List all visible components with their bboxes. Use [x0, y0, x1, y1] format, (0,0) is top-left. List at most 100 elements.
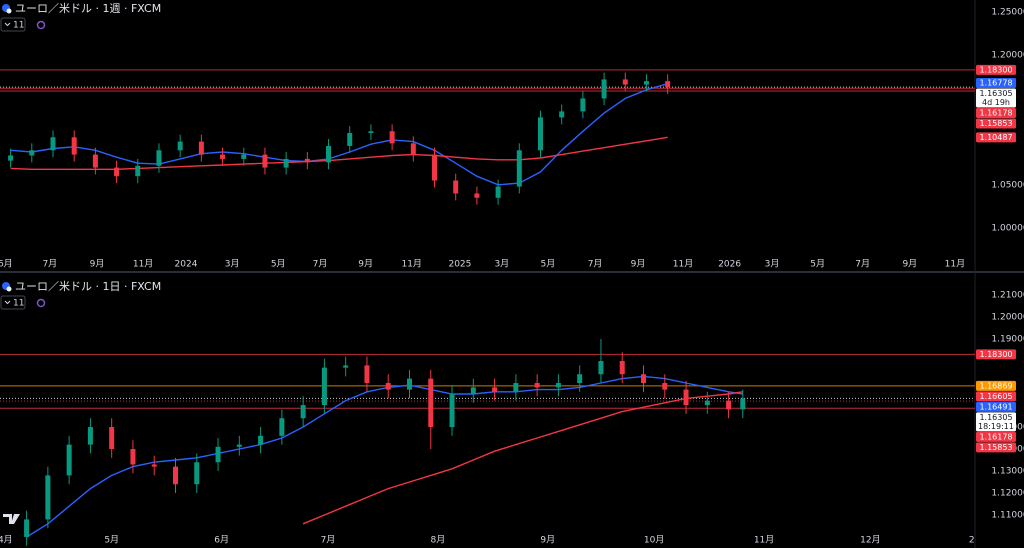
x-tick-label: 4月: [0, 535, 13, 546]
candle-body: [194, 462, 200, 485]
candle-body: [347, 132, 353, 146]
candle-body: [215, 446, 221, 463]
indicator-toggle[interactable]: [0, 17, 26, 32]
candle-body: [321, 367, 327, 406]
y-tick-label: 1.20000: [991, 313, 1024, 323]
price-tag: [976, 401, 1016, 412]
chevron: [4, 22, 11, 27]
chart-pane: [0, 69, 975, 205]
price-tag: [976, 78, 1016, 89]
candle-body: [704, 400, 710, 406]
x-tick-label: 8月: [430, 535, 445, 546]
chart-title: ユーロ／米ドル · 1週 · FXCM: [15, 2, 161, 15]
countdown: 4d 19h: [982, 98, 1010, 107]
price-tag-label: 1.16869: [979, 381, 1012, 390]
candle-body: [326, 145, 332, 163]
moving-average: [10, 136, 668, 170]
x-tick-label: 2025: [448, 260, 471, 270]
x-tick-label: 7月: [588, 259, 603, 270]
candle-body: [534, 383, 540, 388]
price-tag-label: 1.16605: [979, 392, 1012, 401]
candle-body: [177, 141, 183, 151]
candle-body: [577, 374, 583, 384]
candle-body: [71, 137, 77, 155]
price-tag: [976, 412, 1016, 432]
x-tick-label: 9月: [540, 535, 555, 546]
indicator-toggle[interactable]: [0, 295, 26, 310]
candle-body: [198, 141, 204, 155]
candle-body: [343, 365, 349, 368]
x-tick-label: 11月: [673, 259, 693, 270]
y-tick-label: 1.13000: [991, 467, 1024, 477]
price-tag: [976, 442, 1016, 453]
candle-body: [45, 475, 51, 520]
moving-average: [302, 391, 743, 525]
indicator-count: 11: [13, 21, 24, 31]
candle-body: [622, 79, 628, 85]
candle-body: [643, 81, 649, 85]
x-tick-label: 11月: [401, 259, 421, 270]
symbol-icon-flag: [6, 286, 12, 292]
candle-body: [8, 155, 14, 161]
candle-body: [24, 519, 30, 538]
candle-body: [279, 418, 285, 436]
y-tick-label: 1.19000: [991, 335, 1024, 345]
candle-body: [619, 361, 625, 375]
chart-title: ユーロ／米ドル · 1日 · FXCM: [15, 280, 161, 293]
x-tick-label: 5月: [810, 259, 825, 270]
x-tick-label: 7月: [313, 259, 328, 270]
x-tick-label: 7月: [42, 259, 57, 270]
candle-body: [114, 167, 120, 177]
candle-body: [130, 449, 136, 465]
x-tick-label: 2026: [718, 260, 741, 270]
x-tick-label: 5月: [104, 535, 119, 546]
x-tick-label: 3月: [225, 259, 240, 270]
tradingview-logo: [3, 514, 20, 524]
settings-icon[interactable]: [36, 20, 46, 30]
candle-body: [513, 383, 519, 392]
candle-body: [109, 427, 115, 450]
price-tag: [976, 380, 1016, 391]
candle-body: [428, 378, 434, 428]
candle-body: [453, 180, 459, 194]
y-tick-label: 1.05000: [991, 180, 1024, 190]
x-tick-label: 9月: [90, 259, 105, 270]
candle-body: [492, 387, 498, 392]
candle-body: [683, 389, 689, 406]
candle-body: [304, 158, 310, 163]
price-tag-label: 1.16178: [979, 109, 1012, 118]
candle-body: [368, 131, 374, 133]
chart-pane: [0, 339, 975, 546]
price-tag: [976, 118, 1016, 129]
candle-body: [580, 98, 586, 112]
candle-body: [665, 81, 671, 88]
x-tick-label: 2024: [175, 260, 198, 270]
settings-icon[interactable]: [36, 298, 46, 308]
candle-body: [385, 383, 391, 390]
x-tick-label: 5月: [271, 259, 286, 270]
x-tick-label: 7月: [855, 259, 870, 270]
candle-body: [726, 400, 732, 410]
x-tick-label: 9月: [631, 259, 646, 270]
x-tick-label: 3月: [765, 259, 780, 270]
candle-body: [236, 444, 242, 447]
price-tag-label: 1.18300: [979, 350, 1012, 359]
candle-body: [662, 383, 668, 390]
candle-body: [364, 365, 370, 384]
candle-body: [220, 154, 226, 159]
price-tag: [976, 132, 1016, 143]
candle-body: [470, 387, 476, 395]
price-tag-label: 1.18300: [979, 65, 1012, 74]
indicator-count: 11: [13, 299, 24, 309]
candle-body: [135, 165, 141, 177]
price-tag: [976, 88, 1016, 108]
candle-body: [29, 150, 35, 156]
x-tick-label: 9月: [358, 259, 373, 270]
x-tick-label: 6月: [214, 535, 229, 546]
price-tag-label: 1.10487: [979, 133, 1012, 142]
candle-body: [92, 154, 98, 168]
y-tick-label: 1.20000: [991, 51, 1024, 61]
y-tick-label: 1.12000: [991, 489, 1024, 499]
x-tick-label: 9月: [902, 259, 917, 270]
candle-body: [87, 427, 93, 445]
